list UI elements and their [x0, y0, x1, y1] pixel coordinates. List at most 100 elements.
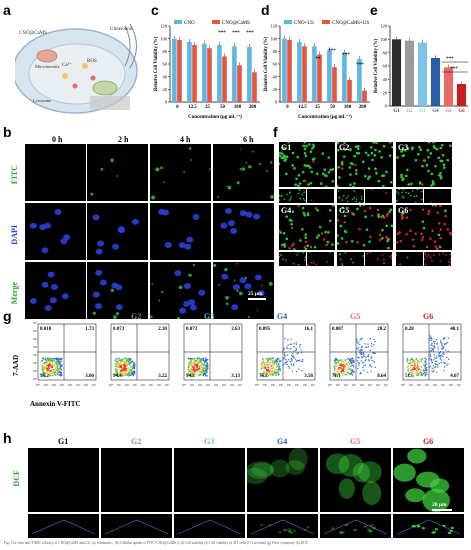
- dead-cell: [362, 205, 366, 207]
- event-dot: [124, 374, 126, 377]
- event-dot: [199, 357, 201, 359]
- event-dot: [444, 363, 446, 365]
- event-dot: [60, 372, 62, 375]
- event-dot: [119, 362, 121, 364]
- event-dot: [424, 370, 426, 372]
- event-dot: [56, 373, 59, 376]
- quadrant-value-ll: 76.2: [259, 374, 268, 379]
- event-dot: [373, 344, 375, 346]
- live-cell: [356, 144, 360, 148]
- live-cell: [402, 177, 405, 181]
- live-cell: [362, 243, 366, 247]
- event-dot: [260, 375, 263, 377]
- dead-cell: [279, 229, 281, 233]
- live-cell: [283, 159, 287, 162]
- live-cell: [427, 142, 431, 144]
- live-cell: [288, 218, 292, 222]
- nucleus: [231, 304, 239, 311]
- live-dead-group-label: G1: [281, 143, 292, 152]
- live-cell: [401, 148, 404, 152]
- fitc-signal: [116, 175, 118, 177]
- event-dot: [278, 367, 280, 369]
- live-cell: [433, 146, 437, 150]
- live-cell: [419, 148, 423, 152]
- event-dot: [119, 373, 122, 376]
- event-dot: [417, 366, 419, 368]
- flow-group-label: G1: [58, 312, 69, 321]
- event-dot: [338, 362, 341, 365]
- event-dot: [194, 361, 197, 364]
- event-dot: [199, 371, 202, 373]
- event-dot: [425, 363, 428, 365]
- live-cell: [328, 208, 332, 212]
- micrograph-tile: [87, 262, 148, 319]
- fitc-signal: [236, 263, 238, 265]
- x-tick-label: 10⁴: [433, 383, 437, 387]
- dcf-cell: [352, 462, 371, 483]
- dead-cell: [421, 236, 425, 239]
- event-dot: [433, 357, 436, 359]
- event-dot: [47, 365, 50, 367]
- fitc-signal: [236, 290, 239, 293]
- fitc-signal: [155, 167, 160, 172]
- event-dot: [122, 361, 125, 363]
- event-dot: [205, 364, 207, 367]
- dcf-group-label: G4: [277, 437, 288, 446]
- event-dot: [351, 374, 354, 376]
- 3d-signal: [288, 528, 292, 531]
- dead-cell: [439, 236, 442, 240]
- dead-cell: [356, 241, 359, 244]
- y-tick-label: 10⁰: [33, 377, 38, 381]
- 3d-signal: [370, 524, 374, 527]
- dead-cell: [345, 241, 348, 244]
- live-cell: [306, 212, 310, 215]
- cell-dot: [297, 192, 300, 195]
- live-cell: [372, 142, 375, 144]
- event-dot: [266, 372, 269, 374]
- bar: [207, 48, 212, 102]
- live-dead-channel-tile: [307, 189, 334, 203]
- live-cell: [337, 242, 340, 245]
- event-dot: [287, 344, 289, 346]
- cell-dot: [353, 197, 355, 199]
- live-cell: [377, 215, 381, 219]
- event-dot: [333, 372, 336, 374]
- x-tick-label: 10⁴: [287, 383, 291, 387]
- event-dot: [204, 359, 207, 361]
- fitc-signal: [192, 263, 196, 267]
- event-dot: [432, 345, 434, 347]
- event-dot: [338, 371, 341, 373]
- event-dot: [344, 359, 346, 362]
- cell-dot: [290, 195, 292, 198]
- live-cell: [381, 236, 384, 240]
- significance-mark: ***: [328, 49, 336, 54]
- 3d-signal: [292, 529, 296, 532]
- event-dot: [272, 374, 274, 376]
- event-dot: [125, 369, 127, 371]
- cell-dot: [449, 258, 451, 261]
- event-dot: [424, 365, 427, 367]
- nucleus: [230, 228, 238, 235]
- nucleus: [254, 274, 262, 281]
- event-dot: [431, 370, 433, 372]
- event-dot: [59, 371, 62, 374]
- event-dot: [199, 358, 202, 361]
- 3d-signal: [303, 528, 307, 531]
- event-dot: [339, 359, 341, 362]
- x-tick-label: 12.5: [188, 105, 197, 110]
- live-cell: [349, 148, 352, 151]
- live-cell: [446, 158, 450, 162]
- cell-dot: [421, 190, 423, 193]
- dead-cell: [439, 228, 442, 231]
- event-dot: [279, 369, 282, 372]
- event-dot: [298, 359, 301, 361]
- nucleus: [227, 220, 235, 227]
- dead-cell: [354, 163, 357, 167]
- event-dot: [415, 374, 418, 376]
- cell-dot: [385, 192, 388, 194]
- fitc-signal: [256, 309, 259, 312]
- event-dot: [121, 363, 123, 366]
- event-dot: [134, 364, 136, 367]
- event-dot: [337, 360, 340, 362]
